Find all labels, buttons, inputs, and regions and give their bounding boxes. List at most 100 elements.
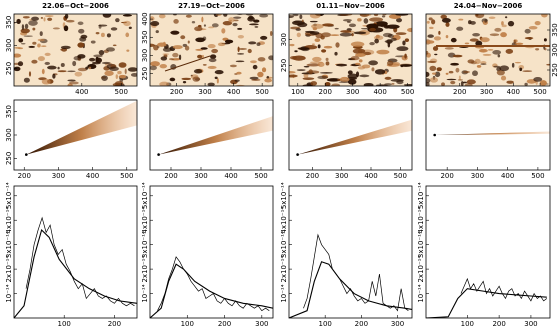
texture (127, 67, 137, 72)
observed-line (157, 256, 270, 312)
x-tick-label: 300 (391, 320, 404, 328)
y-tick-label: 250 (280, 59, 288, 72)
texture (308, 69, 313, 75)
y-tick-label: 3x10⁻¹⁴ (5, 231, 13, 258)
texture (524, 28, 531, 34)
texture (297, 22, 308, 28)
texture (101, 61, 111, 65)
texture (428, 17, 433, 21)
texture (172, 45, 183, 50)
streak (434, 131, 550, 135)
texture (162, 53, 170, 55)
texture (112, 44, 117, 47)
panel-area (14, 216, 137, 318)
texture (472, 33, 481, 37)
texture (237, 47, 248, 50)
texture (208, 58, 217, 63)
texture (180, 35, 186, 40)
texture (253, 19, 260, 23)
texture (214, 69, 224, 75)
y-tick-label: 2x10⁻¹⁴ (141, 256, 149, 283)
texture (159, 81, 170, 86)
texture (325, 61, 330, 66)
texture (43, 17, 46, 22)
texture (182, 80, 187, 84)
image-bg (289, 100, 412, 170)
y-tick-label: 3x10⁻¹⁴ (280, 231, 288, 258)
x-tick-label: 300 (480, 88, 493, 96)
texture (289, 15, 294, 19)
texture (357, 66, 366, 70)
x-tick-label: 200 (492, 320, 505, 328)
observed-line (25, 216, 135, 307)
texture (250, 60, 257, 64)
texture (237, 35, 244, 39)
texture (426, 50, 429, 55)
texture (380, 24, 388, 28)
texture (14, 66, 21, 72)
texture (472, 70, 478, 77)
panel-frame (425, 185, 551, 319)
texture (289, 71, 296, 74)
texture (340, 30, 352, 33)
texture (541, 14, 548, 18)
y-tick-label: 4x10⁻¹⁴ (417, 207, 425, 234)
texture (85, 66, 89, 70)
x-tick-label: 100 (58, 320, 71, 328)
texture (102, 14, 112, 18)
texture (289, 43, 295, 47)
texture (234, 79, 240, 82)
texture (355, 62, 361, 65)
texture (441, 17, 451, 23)
texture (106, 33, 111, 38)
texture (221, 28, 226, 34)
texture (73, 56, 82, 61)
texture (197, 54, 203, 59)
texture (266, 75, 270, 79)
texture (37, 43, 41, 48)
texture (217, 42, 226, 47)
texture (232, 22, 238, 27)
texture (261, 67, 267, 73)
x-tick-label: 400 (227, 88, 240, 96)
texture (384, 40, 394, 43)
x-tick-label: 500 (120, 172, 133, 180)
texture (123, 20, 131, 27)
texture (448, 70, 454, 74)
texture (65, 19, 75, 23)
texture (544, 47, 547, 51)
texture (314, 38, 321, 43)
texture (215, 14, 222, 16)
y-tick-label: 5x10⁻¹⁴ (417, 182, 425, 209)
texture (115, 74, 118, 79)
nucleus (157, 153, 160, 156)
texture (511, 62, 515, 68)
texture (78, 28, 85, 34)
texture (395, 32, 407, 35)
texture (374, 38, 379, 44)
texture (357, 18, 362, 22)
y-tick-label: 10⁻¹⁴ (280, 284, 288, 302)
texture (257, 57, 266, 62)
texture (500, 75, 507, 81)
texture (464, 83, 473, 86)
x-tick-label: 200 (319, 88, 332, 96)
texture (197, 24, 202, 28)
texture (187, 40, 190, 44)
texture (335, 63, 348, 67)
texture (245, 14, 254, 16)
texture (505, 48, 514, 54)
streak (297, 119, 412, 155)
texture (69, 81, 79, 85)
texture (488, 16, 496, 20)
y-tick-label: 5x10⁻¹⁴ (5, 182, 13, 209)
texture (487, 49, 494, 51)
texture (126, 49, 130, 52)
texture (264, 78, 273, 83)
texture (492, 50, 502, 55)
x-tick-label: 100 (291, 88, 304, 96)
texture (299, 14, 303, 20)
texture (535, 48, 540, 51)
texture (88, 66, 92, 70)
texture (348, 23, 356, 28)
